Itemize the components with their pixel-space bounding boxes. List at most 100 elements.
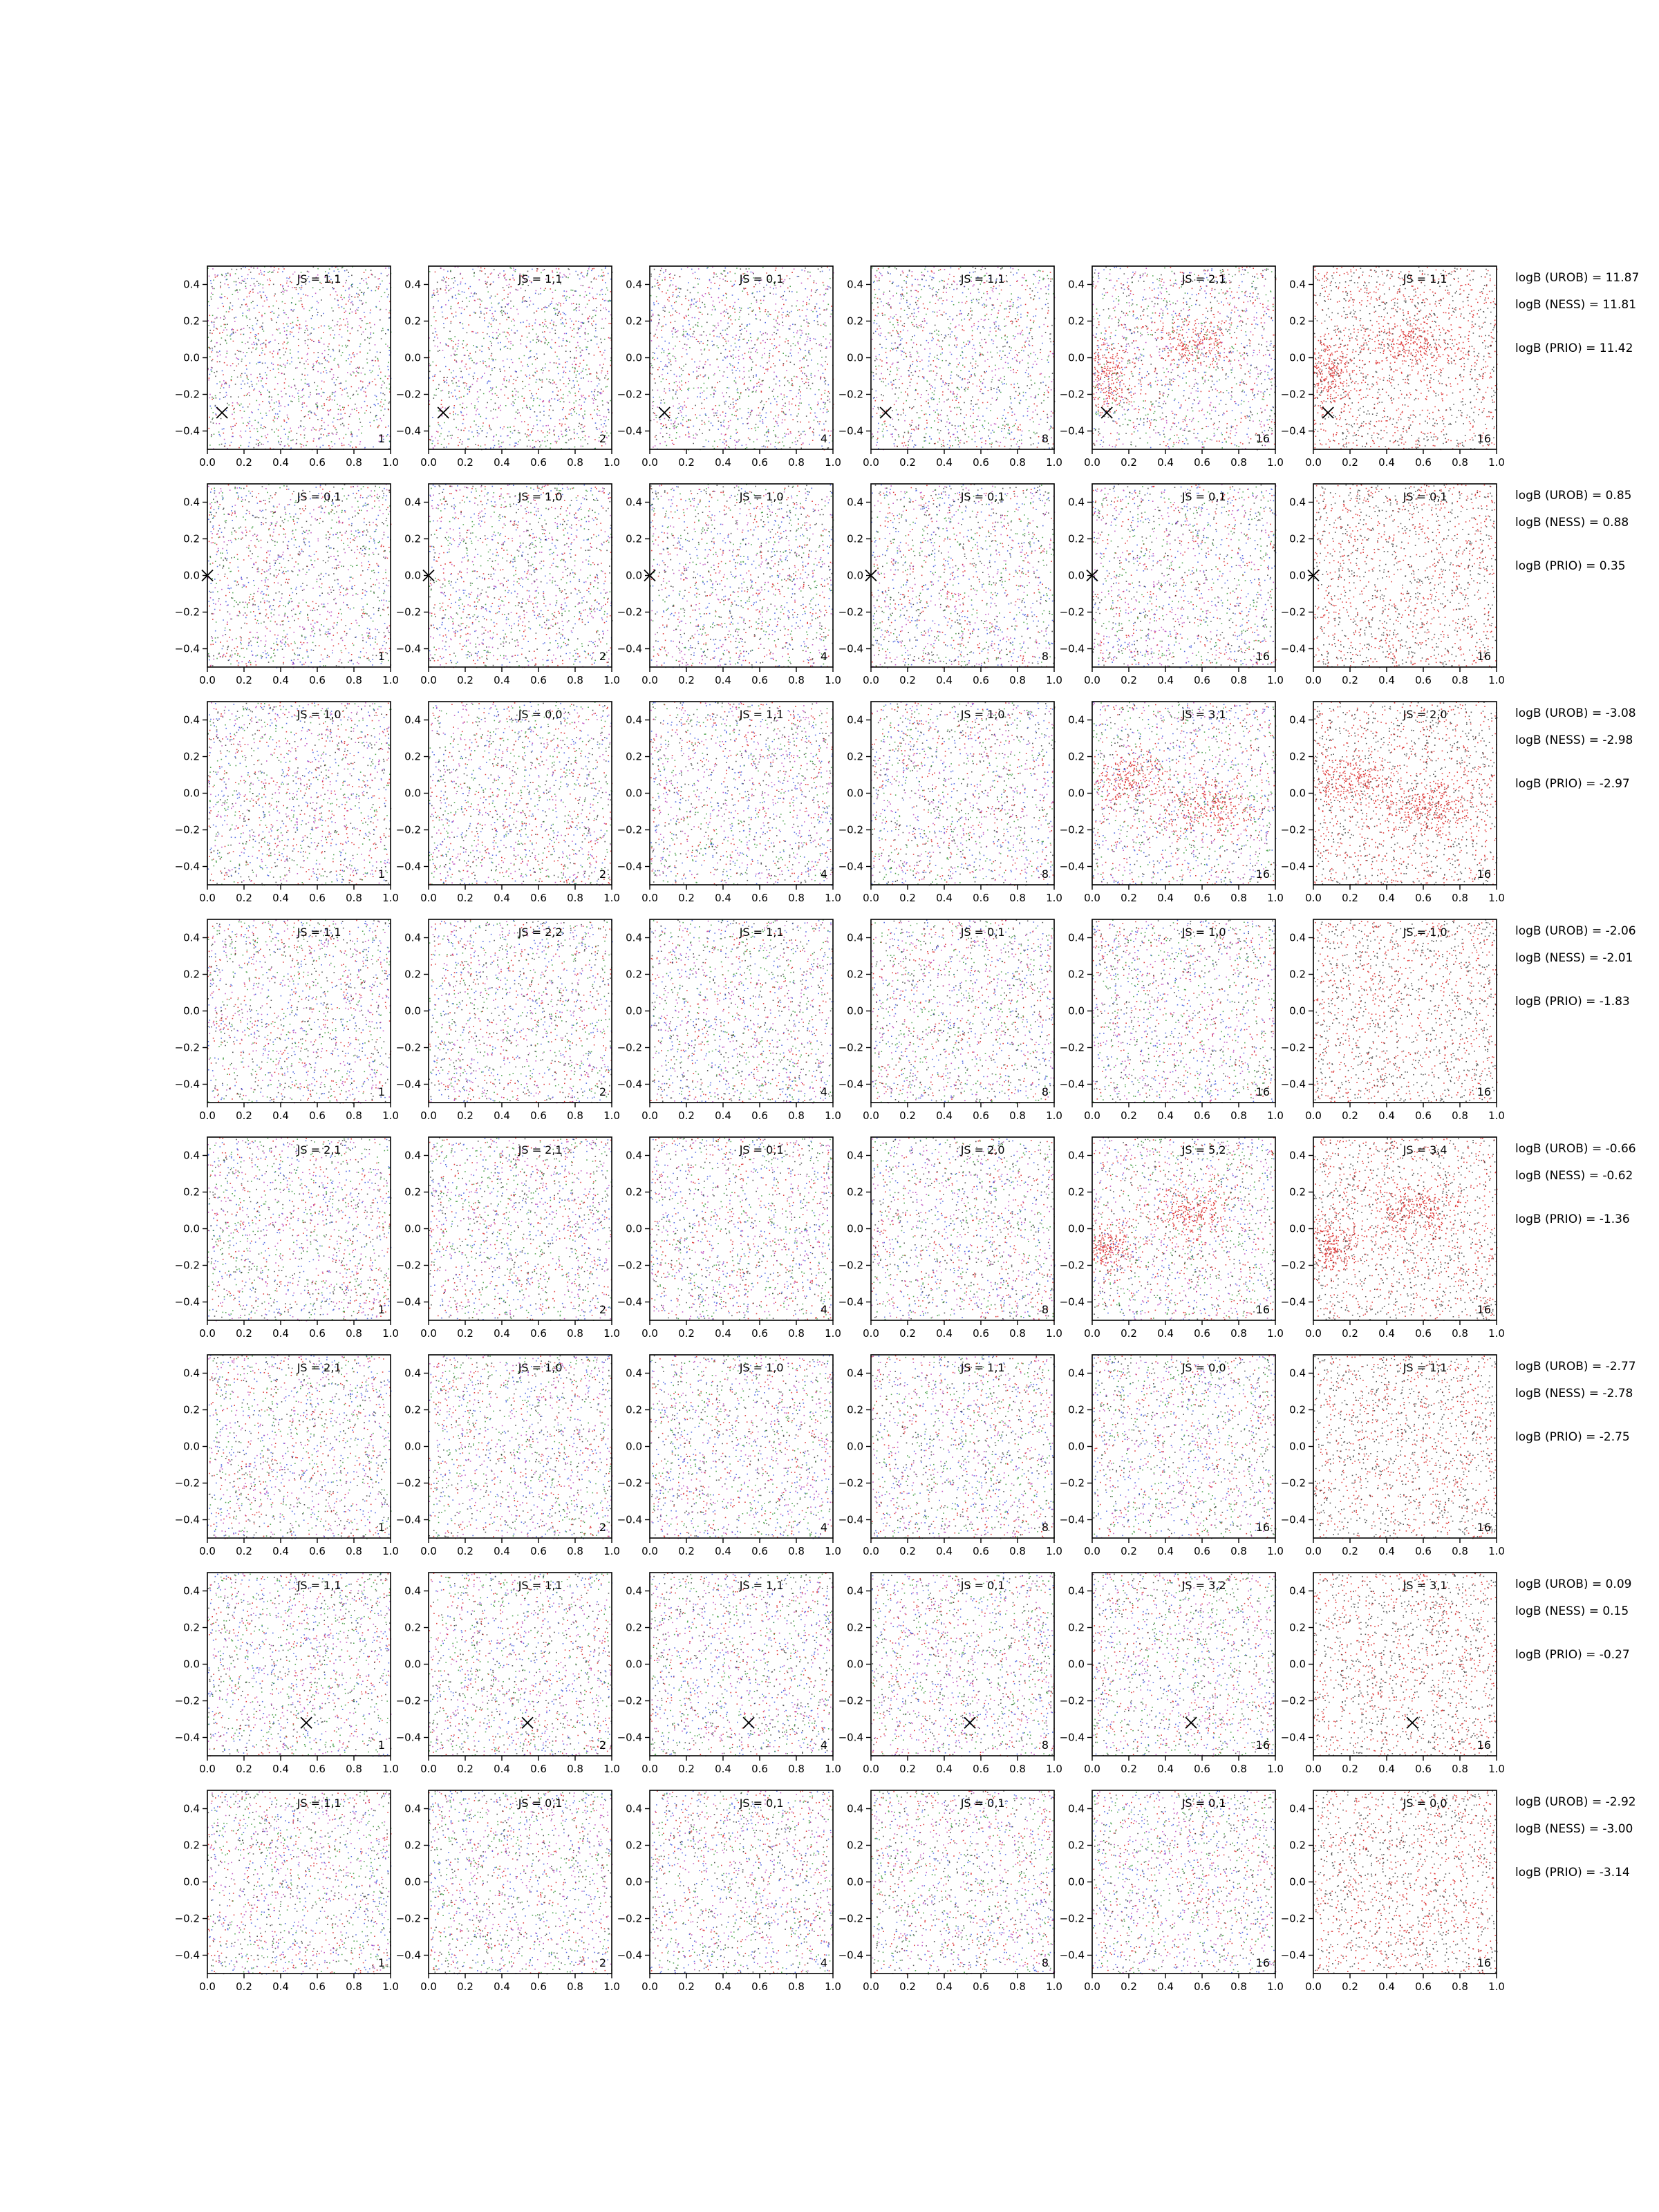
y-tick-label: −0.2 [1281, 1477, 1306, 1490]
panel-r3-c2: 0.0 0.2 0.4 0.6 0.8 1.0 −0.4 −0.2 0.0 0.2 0.4 JS = … [396, 701, 620, 904]
y-tick-label: 0.4 [1289, 279, 1306, 291]
x-tick-label: 0.0 [641, 1109, 658, 1122]
scatter-points-5 [650, 1573, 834, 1757]
x-tick-label: 0.2 [236, 674, 252, 686]
y-tick-label: 0.0 [183, 1223, 200, 1235]
y-tick-label: 0.0 [847, 352, 863, 364]
scatter-points-5 [429, 484, 613, 668]
scatter-points-2 [650, 702, 834, 886]
scatter-points-5 [207, 919, 391, 1104]
x-tick-label: 0.8 [1452, 1109, 1468, 1122]
y-tick-label: −0.2 [396, 1477, 421, 1490]
y-tick-label: 0.4 [1289, 932, 1306, 944]
js-label: JS = 0,1 [960, 1579, 1005, 1592]
y-tick-label: −0.4 [838, 643, 863, 655]
y-tick-label: 0.2 [847, 1622, 863, 1634]
x-tick-label: 0.2 [678, 1327, 695, 1340]
scatter-points-4 [208, 1355, 389, 1539]
x-tick-label: 0.6 [530, 456, 547, 469]
scatter-points-4 [872, 1575, 1055, 1756]
y-tick-label: 0.0 [1289, 1876, 1306, 1888]
x-tick-label: 0.4 [1157, 1763, 1174, 1775]
y-tick-label: −0.2 [396, 824, 421, 836]
y-tick-label: −0.2 [1060, 606, 1085, 619]
bayes-factor-label: logB (NESS) = 0.15 [1515, 1604, 1629, 1618]
panel-r2-c5: 0.0 0.2 0.4 0.6 0.8 1.0 −0.4 −0.2 0.0 0.2 0.4 JS = … [1060, 483, 1284, 686]
source-marker-x [521, 1716, 534, 1729]
channel-label: 16 [1477, 868, 1491, 881]
x-tick-label: 1.0 [1267, 1327, 1284, 1340]
bayes-factor-label: logB (NESS) = 11.81 [1515, 298, 1636, 312]
scatter-points-5 [429, 266, 612, 449]
y-tick-label: −0.4 [1060, 1514, 1085, 1526]
x-tick-label: 0.8 [1009, 456, 1026, 469]
x-tick-label: 0.8 [1452, 456, 1468, 469]
scatter-points-3 [207, 1573, 391, 1756]
y-tick-label: −0.4 [617, 1078, 642, 1091]
x-tick-label: 0.8 [567, 892, 583, 904]
channel-label: 2 [599, 1956, 606, 1969]
y-tick-label: 0.0 [1068, 787, 1085, 800]
channel-label: 16 [1477, 432, 1491, 445]
y-tick-label: −0.2 [175, 606, 200, 619]
y-tick-label: 0.4 [1289, 496, 1306, 509]
x-tick-label: 0.2 [236, 1763, 252, 1775]
x-tick-label: 0.8 [1230, 456, 1247, 469]
y-tick-label: 0.2 [847, 533, 863, 545]
channel-label: 4 [821, 1521, 827, 1534]
y-tick-label: −0.4 [175, 425, 200, 438]
x-tick-label: 1.0 [1488, 1327, 1505, 1340]
scatter-points-5 [1092, 268, 1277, 450]
y-tick-label: −0.2 [1060, 1695, 1085, 1707]
y-tick-label: 0.4 [404, 1367, 421, 1380]
y-tick-label: 0.2 [626, 751, 642, 763]
y-tick-label: 0.0 [1068, 352, 1085, 364]
x-tick-label: 1.0 [603, 456, 620, 469]
scatter-points-4 [429, 1137, 613, 1322]
source-marker-x [742, 1716, 755, 1729]
x-tick-label: 0.8 [567, 1109, 583, 1122]
channel-label: 2 [599, 432, 606, 445]
scatter-points-5 [871, 1790, 1056, 1974]
y-tick-label: 0.4 [404, 279, 421, 291]
x-tick-label: 0.4 [715, 456, 731, 469]
scatter-points-2 [872, 266, 1055, 450]
x-tick-label: 0.6 [530, 892, 547, 904]
bayes-factor-label: logB (NESS) = 0.88 [1515, 516, 1629, 529]
x-tick-label: 0.8 [567, 456, 583, 469]
channel-label: 4 [821, 1303, 827, 1316]
scatter-points-1 [429, 702, 613, 885]
x-tick-label: 0.4 [272, 456, 289, 469]
x-tick-label: 0.6 [1415, 892, 1432, 904]
y-tick-label: −0.4 [175, 1514, 200, 1526]
scatter-points-1 [871, 1790, 1055, 1975]
x-tick-label: 0.2 [678, 456, 695, 469]
x-tick-label: 0.2 [1342, 1327, 1358, 1340]
scatter-points-2 [1092, 484, 1277, 668]
y-tick-label: 0.0 [847, 1441, 863, 1453]
x-tick-label: 0.8 [1009, 1109, 1026, 1122]
x-tick-label: 0.6 [973, 1109, 989, 1122]
panel-r7-c3: 0.0 0.2 0.4 0.6 0.8 1.0 −0.4 −0.2 0.0 0.2 0.4 JS = … [617, 1572, 841, 1775]
y-tick-label: −0.4 [396, 1296, 421, 1309]
channel-label: 1 [378, 650, 385, 663]
y-tick-label: 0.4 [847, 1150, 863, 1162]
y-tick-label: −0.2 [617, 606, 642, 619]
channel-label: 16 [1256, 1956, 1270, 1969]
x-tick-label: 0.0 [199, 892, 216, 904]
y-tick-label: −0.4 [175, 1296, 200, 1309]
x-tick-label: 0.6 [1194, 456, 1210, 469]
x-tick-label: 0.6 [530, 674, 547, 686]
bayes-factor-label: logB (UROB) = -0.66 [1515, 1142, 1636, 1156]
y-tick-label: 0.2 [1289, 968, 1306, 981]
y-tick-label: −0.4 [1060, 1078, 1085, 1091]
channel-label: 2 [599, 1303, 606, 1316]
y-tick-label: −0.4 [838, 1732, 863, 1744]
source-marker-x [1406, 1716, 1418, 1729]
y-tick-label: 0.0 [626, 1658, 642, 1671]
y-tick-label: 0.2 [183, 315, 200, 328]
y-tick-label: −0.2 [1060, 1913, 1085, 1925]
y-tick-label: −0.4 [1281, 643, 1306, 655]
y-tick-label: 0.4 [1289, 1803, 1306, 1815]
panel-r8-c6: 0.0 0.2 0.4 0.6 0.8 1.0 −0.4 −0.2 0.0 0.2 0.4 JS = … [1281, 1790, 1505, 1993]
